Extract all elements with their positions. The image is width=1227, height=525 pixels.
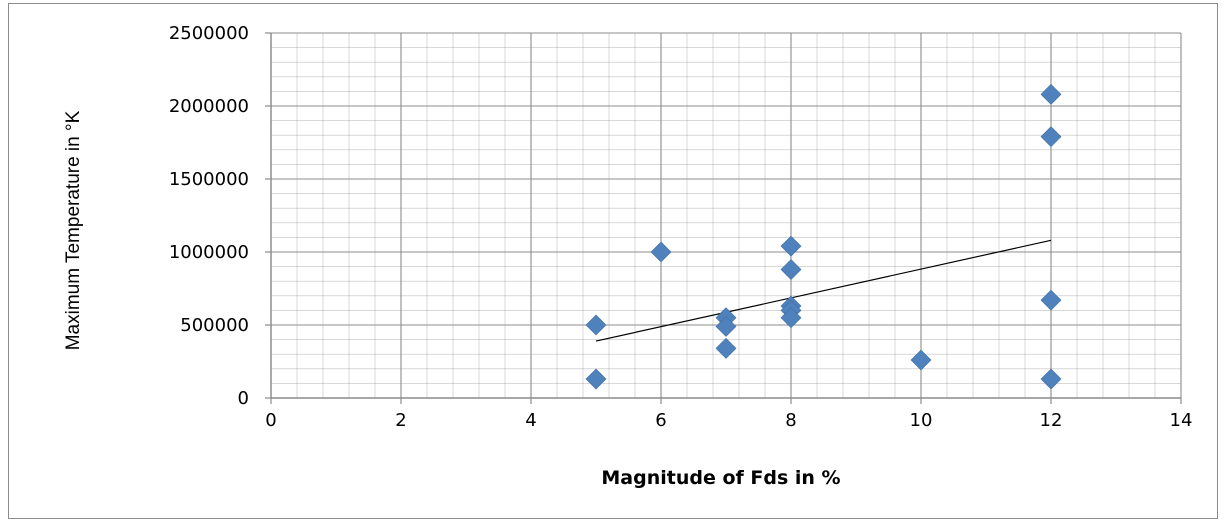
x-tick-label: 2 (395, 410, 406, 431)
data-point-diamond (586, 315, 606, 335)
x-tick-label: 6 (655, 410, 666, 431)
data-point-diamond (1041, 127, 1061, 147)
y-tick-label: 1500000 (169, 169, 249, 190)
y-axis-title: Maximum Temperature in °K (63, 110, 84, 350)
x-tick-label: 8 (785, 410, 796, 431)
y-tick-labels: 0 500000 1000000 1500000 2000000 2500000 (169, 23, 249, 409)
data-point-diamond (586, 369, 606, 389)
x-axis-title: Magnitude of Fds in % (601, 467, 840, 489)
data-point-diamond (651, 242, 671, 262)
x-tick-label: 4 (525, 410, 536, 431)
x-tick-label: 14 (1170, 410, 1193, 431)
x-tick-labels: 0 2 4 6 8 10 12 14 (265, 410, 1192, 431)
y-tick-label: 500000 (180, 315, 249, 336)
x-tick-label: 0 (265, 410, 276, 431)
x-tick-label: 10 (910, 410, 933, 431)
data-point-diamond (1041, 290, 1061, 310)
y-tick-label: 2000000 (169, 96, 249, 117)
y-tick-label: 1000000 (169, 242, 249, 263)
y-tick-label: 0 (238, 388, 249, 409)
data-point-diamond (1041, 84, 1061, 104)
scatter-chart: 0 2 4 6 8 10 12 14 0 500000 1000000 1500000 2000000… (9, 4, 1219, 520)
chart-frame: 0 2 4 6 8 10 12 14 0 500000 1000000 1500000 2000000… (8, 3, 1218, 519)
data-point-diamond (781, 260, 801, 280)
data-points (586, 84, 1061, 389)
data-point-diamond (716, 338, 736, 358)
data-point-diamond (1041, 369, 1061, 389)
data-point-diamond (911, 350, 931, 370)
x-tick-label: 12 (1040, 410, 1063, 431)
data-point-diamond (781, 236, 801, 256)
y-tick-label: 2500000 (169, 23, 249, 44)
